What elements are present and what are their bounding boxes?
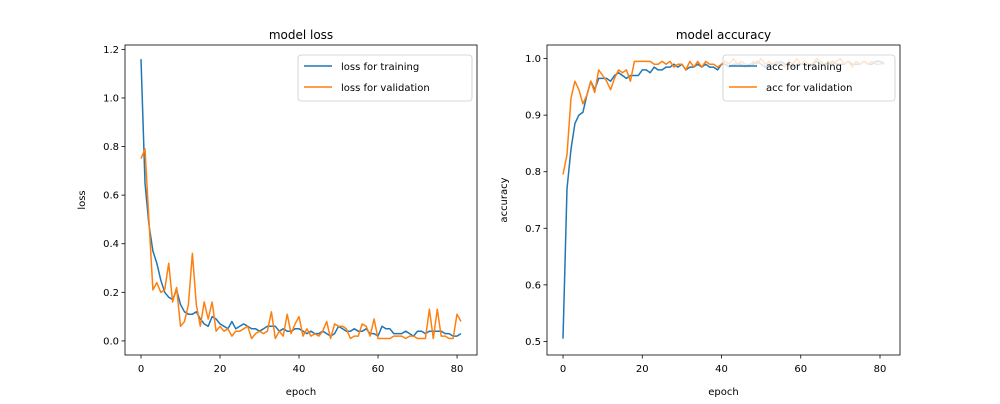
y-tick-label: 0.6 (525, 280, 541, 291)
chart-title: model accuracy (676, 28, 771, 42)
y-tick-label: 0.9 (525, 111, 541, 122)
y-tick-label: 1.2 (103, 45, 119, 56)
legend-label: loss for training (341, 62, 419, 73)
x-tick-label: 40 (293, 364, 306, 375)
axes-frame (124, 44, 478, 356)
subplot-2: 0 20 40 60 80 0.5 0.6 0.7 0.8 0.9 1.0 model accurac… (499, 28, 901, 398)
legend: loss for training loss for validation (297, 54, 473, 102)
y-tick-label: 0.8 (525, 167, 541, 178)
legend-label: loss for validation (341, 83, 430, 94)
legend-box (297, 54, 473, 102)
x-tick-label: 60 (372, 364, 385, 375)
y-tick-label: 0.4 (103, 239, 119, 250)
y-tick-label: 0.6 (103, 191, 119, 202)
x-tick-label: 60 (794, 364, 807, 375)
y-axis-label: accuracy (499, 177, 510, 222)
legend-box (722, 54, 896, 102)
legend: acc for training acc for validation (722, 54, 896, 102)
subplot-1: 0 20 40 60 80 0.0 0.2 0.4 0.6 0.8 1.0 1.2 model loss… (77, 28, 478, 398)
legend-label: acc for training (766, 62, 842, 73)
y-tick-label: 0.2 (103, 288, 119, 299)
x-axis-label: epoch (286, 387, 316, 398)
x-tick-label: 80 (874, 364, 887, 375)
x-tick-label: 0 (138, 364, 144, 375)
y-tick-label: 0.7 (525, 224, 541, 235)
series-line-loss-for-validation (140, 148, 462, 340)
x-tick-label: 40 (715, 364, 728, 375)
y-tick-label: 0.0 (103, 336, 119, 347)
legend-label: acc for validation (766, 83, 852, 94)
x-tick-label: 20 (214, 364, 227, 375)
x-tick-label: 20 (636, 364, 649, 375)
x-axis-label: epoch (708, 387, 738, 398)
series-line-acc-for-training (562, 60, 885, 339)
y-tick-label: 1.0 (525, 54, 541, 65)
y-tick-label: 1.0 (103, 93, 119, 104)
y-tick-label: 0.5 (525, 337, 541, 348)
chart-title: model loss (269, 28, 333, 42)
y-axis-label: loss (77, 190, 88, 209)
axes-frame (546, 44, 901, 356)
x-tick-label: 0 (560, 364, 566, 375)
x-tick-label: 80 (451, 364, 464, 375)
y-tick-label: 0.8 (103, 142, 119, 153)
